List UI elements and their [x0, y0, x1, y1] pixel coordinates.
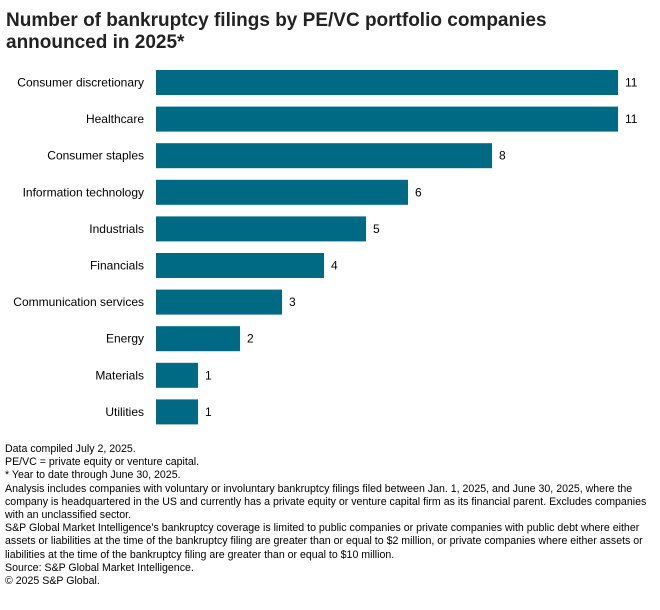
value-label-healthcare: 11	[625, 112, 638, 126]
note-compiled: Data compiled July 2, 2025.	[5, 443, 136, 455]
bar-communication-services	[156, 289, 282, 315]
category-label-consumer-staples: Consumer staples	[47, 149, 144, 163]
bar-industrials	[156, 216, 366, 242]
bar-utilities	[156, 399, 198, 425]
bar-healthcare	[156, 106, 618, 132]
value-label-materials: 1	[205, 368, 212, 382]
category-label-healthcare: Healthcare	[86, 112, 144, 126]
category-label-materials: Materials	[95, 368, 144, 382]
value-label-industrials: 5	[373, 222, 380, 236]
bar-energy	[156, 326, 240, 352]
bar-consumer-staples	[156, 143, 492, 169]
category-label-information-technology: Information technology	[23, 185, 144, 199]
category-label-energy: Energy	[106, 332, 144, 346]
value-label-financials: 4	[331, 259, 338, 273]
value-label-consumer-staples: 8	[499, 149, 506, 163]
value-label-consumer-discretionary: 11	[625, 76, 638, 90]
note-analysis: Analysis includes companies with volunta…	[5, 482, 647, 522]
category-label-communication-services: Communication services	[13, 295, 144, 309]
note-pevc-definition: PE/VC = private equity or venture capita…	[5, 456, 200, 469]
value-label-information-technology: 6	[415, 185, 422, 199]
value-label-energy: 2	[247, 332, 254, 346]
category-label-utilities: Utilities	[105, 405, 144, 419]
note-coverage: S&P Global Market Intelligence's bankrup…	[5, 522, 643, 561]
category-label-financials: Financials	[90, 259, 144, 273]
category-label-industrials: Industrials	[89, 222, 144, 236]
note-source: Source: S&P Global Market Intelligence.	[5, 561, 194, 574]
bar-consumer-discretionary	[156, 70, 618, 95]
value-label-communication-services: 3	[289, 295, 296, 309]
note-copyright: © 2025 S&P Global.	[5, 575, 100, 588]
value-label-utilities: 1	[205, 405, 212, 419]
chart-title: Number of bankruptcy filings by PE/VC po…	[6, 10, 547, 53]
category-label-consumer-discretionary: Consumer discretionary	[17, 76, 144, 90]
chart-notes: Data compiled July 2, 2025. PE/VC = priv…	[5, 443, 655, 588]
bar-materials	[156, 362, 198, 388]
bar-information-technology	[156, 179, 408, 205]
bar-financials	[156, 253, 324, 278]
note-year-to-date: * Year to date through June 30, 2025.	[5, 469, 181, 482]
